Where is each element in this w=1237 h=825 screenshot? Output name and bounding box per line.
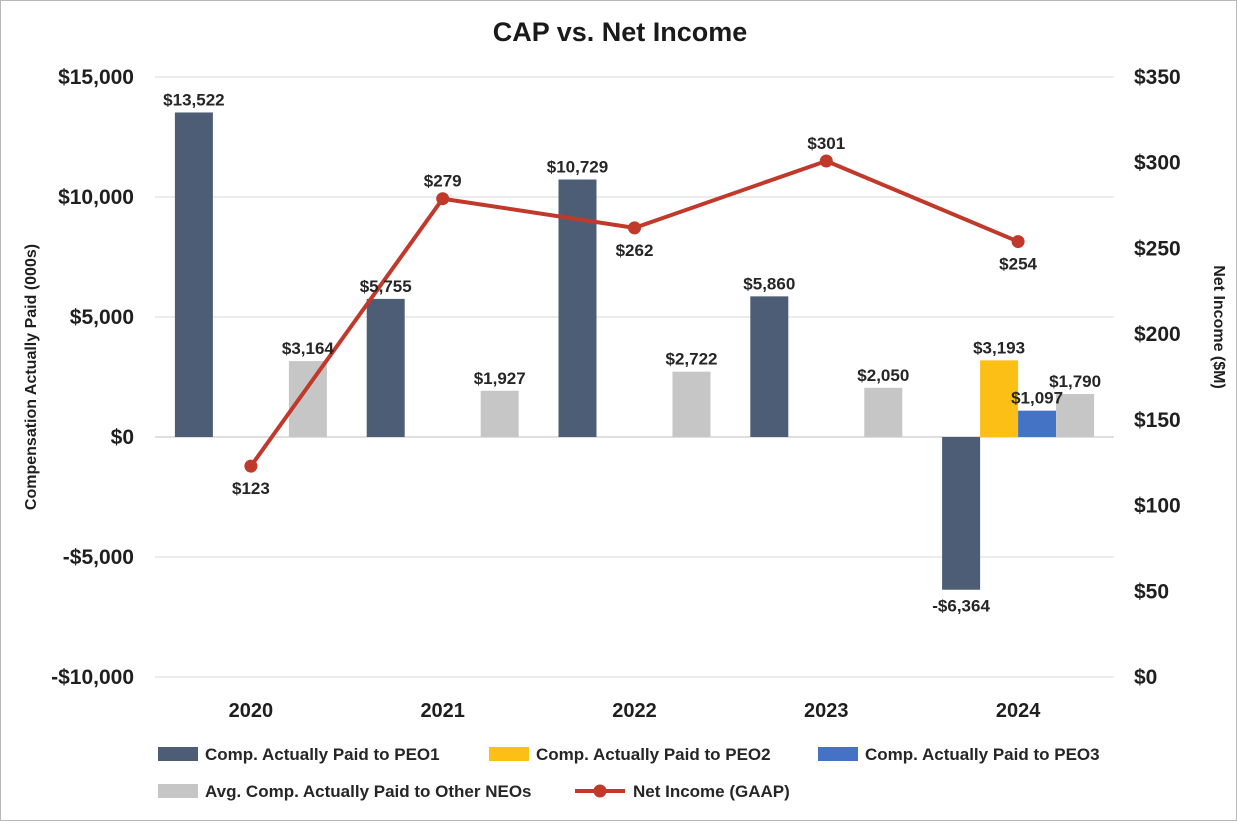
legend-swatch [489, 747, 529, 761]
left-axis-tick-label: -$10,000 [51, 666, 134, 689]
data-label-avg-comp-actually-paid-to-other-neos-2023: $2,050 [857, 366, 909, 385]
net-income-label-2020: $123 [232, 479, 270, 498]
right-axis-title: Net Income ($M) [1210, 265, 1227, 389]
bar-comp-actually-paid-to-peo1-2023 [750, 296, 789, 437]
data-label-comp-actually-paid-to-peo2-2024: $3,193 [973, 338, 1025, 357]
legend-swatch [818, 747, 858, 761]
legend-label: Comp. Actually Paid to PEO1 [205, 745, 440, 764]
left-axis-tick-label: -$5,000 [63, 546, 134, 569]
right-axis-tick-label: $350 [1134, 66, 1181, 89]
category-label-2021: 2021 [420, 700, 465, 722]
legend-label: Net Income (GAAP) [633, 782, 790, 801]
data-label-comp-actually-paid-to-peo1-2020: $13,522 [163, 90, 224, 109]
legend-label: Comp. Actually Paid to PEO3 [865, 745, 1100, 764]
legend-item-avg-comp-actually-paid-to-other-neos: Avg. Comp. Actually Paid to Other NEOs [158, 782, 532, 801]
net-income-label-2022: $262 [616, 241, 654, 260]
bar-comp-actually-paid-to-peo1-2020 [174, 112, 213, 438]
bar-comp-actually-paid-to-peo1-2021 [366, 298, 405, 437]
legend-marker [593, 784, 607, 798]
data-label-comp-actually-paid-to-peo3-2024: $1,097 [1011, 389, 1063, 408]
right-axis-tick-label: $250 [1134, 237, 1181, 260]
legend: Comp. Actually Paid to PEO1 Comp. Actuall… [158, 745, 1100, 801]
legend-swatch [158, 784, 198, 798]
bar-comp-actually-paid-to-peo2-2024 [980, 360, 1019, 437]
net-income-label-2023: $301 [807, 134, 845, 153]
bars-layer [174, 112, 1095, 590]
chart-title: CAP vs. Net Income [493, 17, 748, 47]
data-label-comp-actually-paid-to-peo1-2023: $5,860 [743, 274, 795, 293]
category-label-2024: 2024 [996, 700, 1041, 722]
data-label-avg-comp-actually-paid-to-other-neos-2024: $1,790 [1049, 372, 1101, 391]
data-label-avg-comp-actually-paid-to-other-neos-2022: $2,722 [666, 350, 718, 369]
net-income-line-layer [244, 154, 1025, 473]
right-axis-tick-label: $100 [1134, 495, 1181, 518]
net-income-point-2021 [436, 192, 450, 206]
bar-avg-comp-actually-paid-to-other-neos-2020 [288, 361, 327, 437]
legend-item-comp-actually-paid-to-peo1: Comp. Actually Paid to PEO1 [158, 745, 440, 764]
right-axis-tick-label: $300 [1134, 152, 1181, 175]
left-axis-tick-label: $15,000 [58, 66, 134, 89]
legend-swatch [158, 747, 198, 761]
legend-item-comp-actually-paid-to-peo2: Comp. Actually Paid to PEO2 [489, 745, 771, 764]
right-axis-tick-label: $200 [1134, 323, 1181, 346]
net-income-point-2024 [1011, 235, 1025, 249]
right-axis-tick-label: $50 [1134, 580, 1169, 603]
left-axis-tick-label: $0 [111, 426, 134, 449]
net-income-label-2021: $279 [424, 172, 462, 191]
bar-avg-comp-actually-paid-to-other-neos-2023 [864, 387, 903, 437]
legend-label: Comp. Actually Paid to PEO2 [536, 745, 771, 764]
net-income-point-2020 [244, 459, 258, 473]
net-income-line [249, 159, 1019, 468]
legend-item-net-income-gaap: Net Income (GAAP) [575, 782, 790, 801]
bar-comp-actually-paid-to-peo3-2024 [1018, 410, 1057, 437]
right-axis-tick-label: $0 [1134, 666, 1157, 689]
net-income-point-2023 [819, 154, 833, 168]
data-label-avg-comp-actually-paid-to-other-neos-2020: $3,164 [282, 339, 335, 358]
category-label-2023: 2023 [804, 700, 849, 722]
legend-item-comp-actually-paid-to-peo3: Comp. Actually Paid to PEO3 [818, 745, 1100, 764]
category-label-2022: 2022 [612, 700, 657, 722]
data-label-avg-comp-actually-paid-to-other-neos-2021: $1,927 [474, 369, 526, 388]
bar-avg-comp-actually-paid-to-other-neos-2022 [672, 371, 711, 437]
legend-label: Avg. Comp. Actually Paid to Other NEOs [205, 782, 532, 801]
data-label-comp-actually-paid-to-peo1-2022: $10,729 [547, 158, 608, 177]
left-axis-tick-label: $5,000 [70, 306, 134, 329]
net-income-label-2024: $254 [999, 255, 1037, 274]
data-label-comp-actually-paid-to-peo1-2024: -$6,364 [932, 597, 990, 616]
data-labels-layer: $13,522 $5,755 $10,729 $5,860 -$6,364 $3,193 $… [163, 90, 1101, 615]
bar-avg-comp-actually-paid-to-other-neos-2024 [1056, 394, 1095, 437]
category-label-2020: 2020 [229, 700, 274, 722]
axes-layer: $15,000 $10,000 $5,000 $0 -$5,000 -$10,000 $35… [23, 66, 1227, 722]
data-label-comp-actually-paid-to-peo1-2021: $5,755 [360, 277, 412, 296]
net-income-point-2022 [628, 221, 641, 235]
bar-avg-comp-actually-paid-to-other-neos-2021 [480, 390, 519, 437]
bar-comp-actually-paid-to-peo1-2024 [942, 437, 981, 590]
left-axis-tick-label: $10,000 [58, 186, 134, 209]
right-axis-tick-label: $150 [1134, 409, 1181, 432]
left-axis-title: Compensation Actually Paid (000s) [23, 244, 40, 510]
